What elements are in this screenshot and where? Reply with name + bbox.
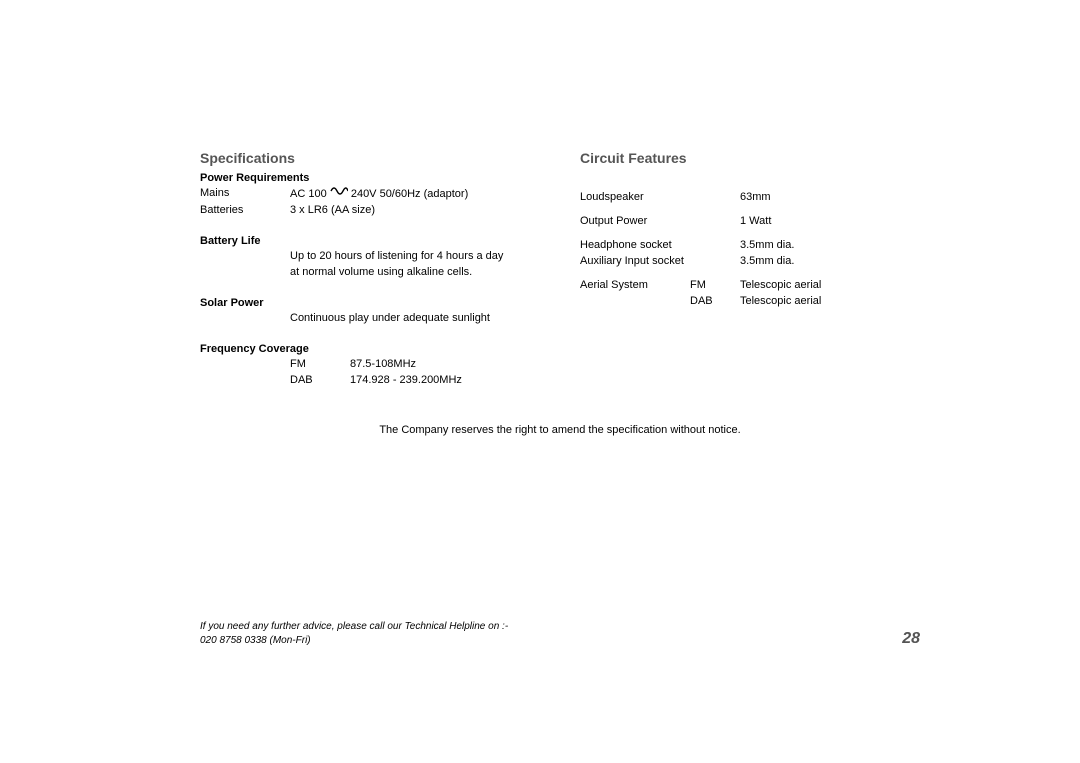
page-footer: If you need any further advice, please c… [200, 620, 920, 648]
freq-fm-value: 87.5-108MHz [350, 357, 540, 373]
output-value: 1 Watt [740, 214, 920, 230]
loudspeaker-row: Loudspeaker 63mm [580, 190, 920, 206]
disclaimer-text: The Company reserves the right to amend … [200, 424, 920, 436]
loudspeaker-value: 63mm [740, 190, 920, 206]
headphone-value: 3.5mm dia. [740, 238, 920, 254]
aerial-dab-value: Telescopic aerial [740, 294, 920, 310]
helpline-line1: If you need any further advice, please c… [200, 620, 508, 634]
battery-life-line2: at normal volume using alkaline cells. [290, 265, 540, 281]
specifications-heading: Specifications [200, 150, 540, 166]
solar-power-row: Continuous play under adequate sunlight [200, 311, 540, 327]
two-column-layout: Specifications Power Requirements Mains … [200, 150, 920, 388]
freq-fm-row: FM 87.5-108MHz [200, 357, 540, 373]
loudspeaker-label: Loudspeaker [580, 190, 740, 206]
solar-power-text: Continuous play under adequate sunlight [290, 311, 540, 327]
sine-wave-icon [330, 186, 348, 202]
circuit-features-heading: Circuit Features [580, 150, 920, 166]
freq-fm-label: FM [290, 357, 350, 373]
freq-dab-value: 174.928 - 239.200MHz [350, 373, 540, 389]
mains-prefix: AC 100 [290, 188, 327, 200]
page-content: Specifications Power Requirements Mains … [200, 150, 920, 436]
batteries-row: Batteries 3 x LR6 (AA size) [200, 203, 540, 219]
frequency-coverage-heading: Frequency Coverage [200, 343, 540, 355]
solar-power-heading: Solar Power [200, 297, 540, 309]
mains-suffix: 240V 50/60Hz (adaptor) [351, 188, 468, 200]
freq-dab-label: DAB [290, 373, 350, 389]
battery-life-line1: Up to 20 hours of listening for 4 hours … [290, 249, 540, 265]
aerial-dab-row: DAB Telescopic aerial [580, 294, 920, 310]
helpline-line2: 020 8758 0338 (Mon-Fri) [200, 634, 508, 648]
aux-label: Auxiliary Input socket [580, 254, 740, 270]
freq-dab-row: DAB 174.928 - 239.200MHz [200, 373, 540, 389]
aux-value: 3.5mm dia. [740, 254, 920, 270]
batteries-value: 3 x LR6 (AA size) [290, 203, 540, 219]
headphone-row: Headphone socket 3.5mm dia. [580, 238, 920, 254]
page-number: 28 [902, 630, 920, 648]
battery-life-heading: Battery Life [200, 235, 540, 247]
aerial-dab-label: DAB [690, 294, 740, 310]
mains-label: Mains [200, 186, 290, 203]
battery-life-row: Up to 20 hours of listening for 4 hours … [200, 249, 540, 281]
aerial-fm-row: Aerial System FM Telescopic aerial [580, 278, 920, 294]
helpline-text: If you need any further advice, please c… [200, 620, 508, 648]
aerial-fm-value: Telescopic aerial [740, 278, 920, 294]
mains-row: Mains AC 100 240V 50/60Hz (adaptor) [200, 186, 540, 203]
output-label: Output Power [580, 214, 740, 230]
specifications-column: Specifications Power Requirements Mains … [200, 150, 540, 388]
aerial-label: Aerial System [580, 278, 690, 294]
battery-life-text: Up to 20 hours of listening for 4 hours … [290, 249, 540, 281]
mains-value: AC 100 240V 50/60Hz (adaptor) [290, 186, 540, 203]
aux-row: Auxiliary Input socket 3.5mm dia. [580, 254, 920, 270]
batteries-label: Batteries [200, 203, 290, 219]
circuit-features-column: Circuit Features Loudspeaker 63mm Output… [580, 150, 920, 388]
power-requirements-heading: Power Requirements [200, 172, 540, 184]
headphone-label: Headphone socket [580, 238, 740, 254]
output-row: Output Power 1 Watt [580, 214, 920, 230]
aerial-fm-label: FM [690, 278, 740, 294]
